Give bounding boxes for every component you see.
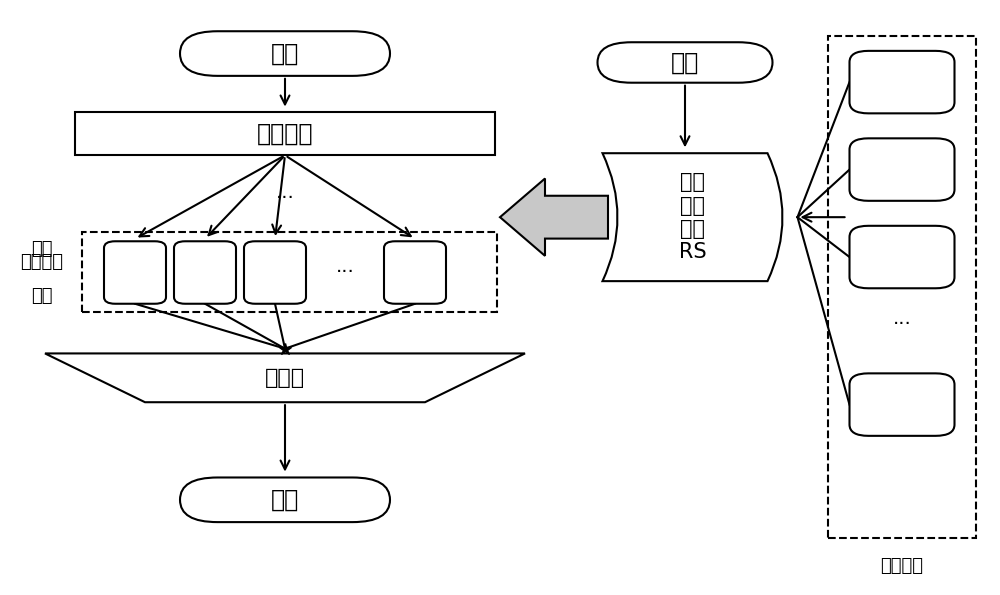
Text: $A_n$: $A_n$: [403, 262, 427, 283]
Bar: [828, 36, 976, 538]
Text: $A_2$: $A_2$: [193, 262, 217, 283]
Text: 体集: 体集: [31, 287, 53, 305]
Bar: [75, 112, 495, 155]
FancyBboxPatch shape: [244, 242, 306, 303]
Text: 动态
选择
算法
RS: 动态 选择 算法 RS: [679, 173, 706, 262]
Text: ···: ···: [893, 315, 911, 334]
Text: 执行体集: 执行体集: [20, 253, 64, 292]
FancyBboxPatch shape: [850, 139, 954, 201]
FancyBboxPatch shape: [180, 477, 390, 522]
Text: $A_3$: $A_3$: [263, 262, 287, 283]
Text: 表决器: 表决器: [265, 368, 305, 388]
FancyBboxPatch shape: [598, 42, 772, 83]
PathPatch shape: [602, 153, 783, 281]
FancyBboxPatch shape: [384, 242, 446, 303]
FancyBboxPatch shape: [174, 242, 236, 303]
Polygon shape: [45, 353, 525, 402]
Text: $A_1$: $A_1$: [123, 262, 147, 283]
FancyBboxPatch shape: [850, 226, 954, 289]
Text: 输入代理: 输入代理: [257, 122, 313, 146]
FancyBboxPatch shape: [850, 374, 954, 436]
Text: $E_2$: $E_2$: [891, 159, 913, 180]
Bar: [82, 232, 497, 312]
Text: 密钥: 密钥: [671, 51, 699, 74]
Text: 异构体集: 异构体集: [881, 558, 924, 575]
FancyBboxPatch shape: [850, 51, 954, 113]
Text: 输出: 输出: [271, 488, 299, 512]
Text: $E_1$: $E_1$: [891, 71, 913, 93]
Text: $E_3$: $E_3$: [891, 246, 913, 268]
FancyBboxPatch shape: [104, 242, 166, 303]
Text: 输入: 输入: [271, 42, 299, 65]
Text: ···: ···: [276, 189, 294, 208]
Text: $E_m$: $E_m$: [889, 394, 915, 415]
Text: ···: ···: [336, 263, 354, 282]
FancyArrow shape: [500, 178, 608, 256]
Text: 执行: 执行: [31, 240, 53, 258]
FancyBboxPatch shape: [180, 31, 390, 76]
